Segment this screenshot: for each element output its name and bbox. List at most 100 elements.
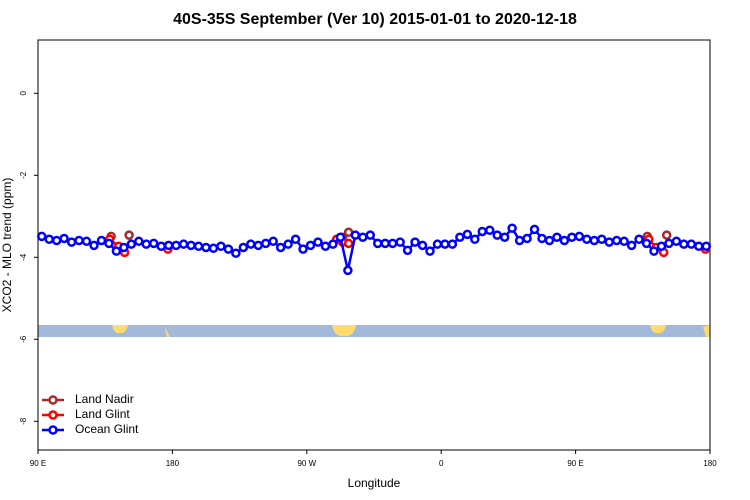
data-point bbox=[201, 242, 211, 253]
data-point bbox=[582, 234, 592, 245]
data-point bbox=[208, 243, 219, 254]
data-point bbox=[544, 235, 555, 246]
data-point bbox=[619, 236, 629, 247]
data-point bbox=[96, 235, 107, 246]
data-point bbox=[216, 241, 226, 251]
data-point bbox=[246, 239, 256, 249]
data-point bbox=[611, 235, 622, 246]
data-point bbox=[387, 238, 398, 249]
data-point bbox=[268, 236, 278, 247]
data-point bbox=[126, 239, 137, 249]
data-point bbox=[335, 232, 346, 242]
data-point bbox=[514, 235, 525, 246]
data-point bbox=[626, 240, 637, 251]
data-point bbox=[380, 238, 390, 249]
data-point bbox=[253, 240, 264, 251]
data-point bbox=[350, 230, 361, 240]
data-point bbox=[529, 224, 540, 235]
data-point bbox=[163, 240, 174, 251]
legend-marker bbox=[48, 425, 58, 435]
data-point bbox=[589, 235, 600, 246]
y-tick-label: -6 bbox=[19, 335, 28, 343]
data-point bbox=[492, 230, 502, 240]
data-point bbox=[470, 234, 480, 245]
data-point bbox=[661, 230, 672, 240]
data-point bbox=[320, 241, 331, 251]
x-tick-label: 90 E bbox=[30, 459, 46, 468]
data-point bbox=[275, 242, 286, 253]
data-point bbox=[238, 242, 249, 253]
data-point bbox=[156, 241, 166, 251]
data-point bbox=[134, 236, 144, 247]
data-point bbox=[51, 235, 62, 246]
data-point bbox=[343, 238, 354, 249]
data-point bbox=[59, 233, 69, 244]
data-point bbox=[111, 246, 122, 256]
x-tick-label: 90 W bbox=[297, 459, 316, 468]
data-point bbox=[634, 234, 644, 245]
chart-title: 40S-35S September (Ver 10) 2015-01-01 to… bbox=[173, 11, 577, 28]
data-point bbox=[432, 239, 443, 249]
data-point bbox=[462, 229, 473, 240]
data-point bbox=[417, 240, 428, 251]
data-point bbox=[260, 238, 271, 249]
data-point bbox=[328, 239, 338, 249]
y-axis-label: XCO2 - MLO trend (ppm) bbox=[0, 178, 14, 313]
data-point bbox=[193, 241, 204, 251]
data-point bbox=[477, 226, 488, 237]
data-point bbox=[537, 233, 547, 244]
y-tick-label: -8 bbox=[19, 417, 28, 425]
data-point bbox=[701, 241, 712, 251]
data-point bbox=[148, 238, 159, 249]
x-tick-label: 180 bbox=[166, 459, 180, 468]
data-point bbox=[89, 240, 99, 251]
data-point bbox=[305, 240, 316, 251]
data-point bbox=[507, 223, 517, 233]
data-point bbox=[567, 232, 577, 242]
x-tick-label: 180 bbox=[703, 459, 717, 468]
data-point bbox=[298, 244, 308, 254]
data-point bbox=[455, 232, 465, 242]
data-point bbox=[223, 244, 234, 254]
data-point bbox=[119, 242, 129, 253]
data-point bbox=[66, 237, 77, 247]
data-point bbox=[440, 239, 450, 249]
data-point bbox=[522, 233, 532, 244]
data-point bbox=[604, 237, 614, 247]
data-point bbox=[499, 232, 510, 242]
legend-label: Land Nadir bbox=[75, 392, 134, 406]
data-point bbox=[141, 239, 152, 249]
data-point bbox=[484, 225, 495, 235]
data-point bbox=[694, 241, 704, 251]
land-strip bbox=[38, 325, 710, 337]
data-point bbox=[178, 239, 189, 249]
data-point bbox=[596, 234, 607, 245]
y-tick-label: -4 bbox=[19, 253, 28, 261]
data-point bbox=[425, 246, 435, 256]
data-point bbox=[656, 241, 667, 251]
data-point bbox=[81, 236, 92, 247]
y-tick-label: -2 bbox=[19, 171, 28, 179]
data-point bbox=[664, 238, 674, 249]
data-point bbox=[171, 240, 181, 251]
x-tick-label: 0 bbox=[439, 459, 444, 468]
data-point bbox=[671, 236, 682, 247]
data-point bbox=[395, 237, 405, 247]
data-point bbox=[358, 232, 368, 242]
x-axis-label: Longitude bbox=[348, 476, 401, 490]
data-point bbox=[44, 234, 54, 245]
data-point bbox=[649, 246, 659, 256]
data-point bbox=[447, 239, 458, 249]
data-point bbox=[124, 230, 134, 240]
data-point bbox=[679, 239, 689, 249]
legend-marker bbox=[48, 395, 58, 405]
legend-label: Land Glint bbox=[75, 407, 130, 421]
data-point bbox=[74, 235, 84, 246]
data-point bbox=[641, 238, 652, 249]
data-point bbox=[574, 231, 585, 242]
data-point bbox=[372, 238, 383, 249]
data-point bbox=[283, 239, 293, 249]
data-point bbox=[343, 265, 353, 276]
data-point bbox=[552, 232, 562, 242]
